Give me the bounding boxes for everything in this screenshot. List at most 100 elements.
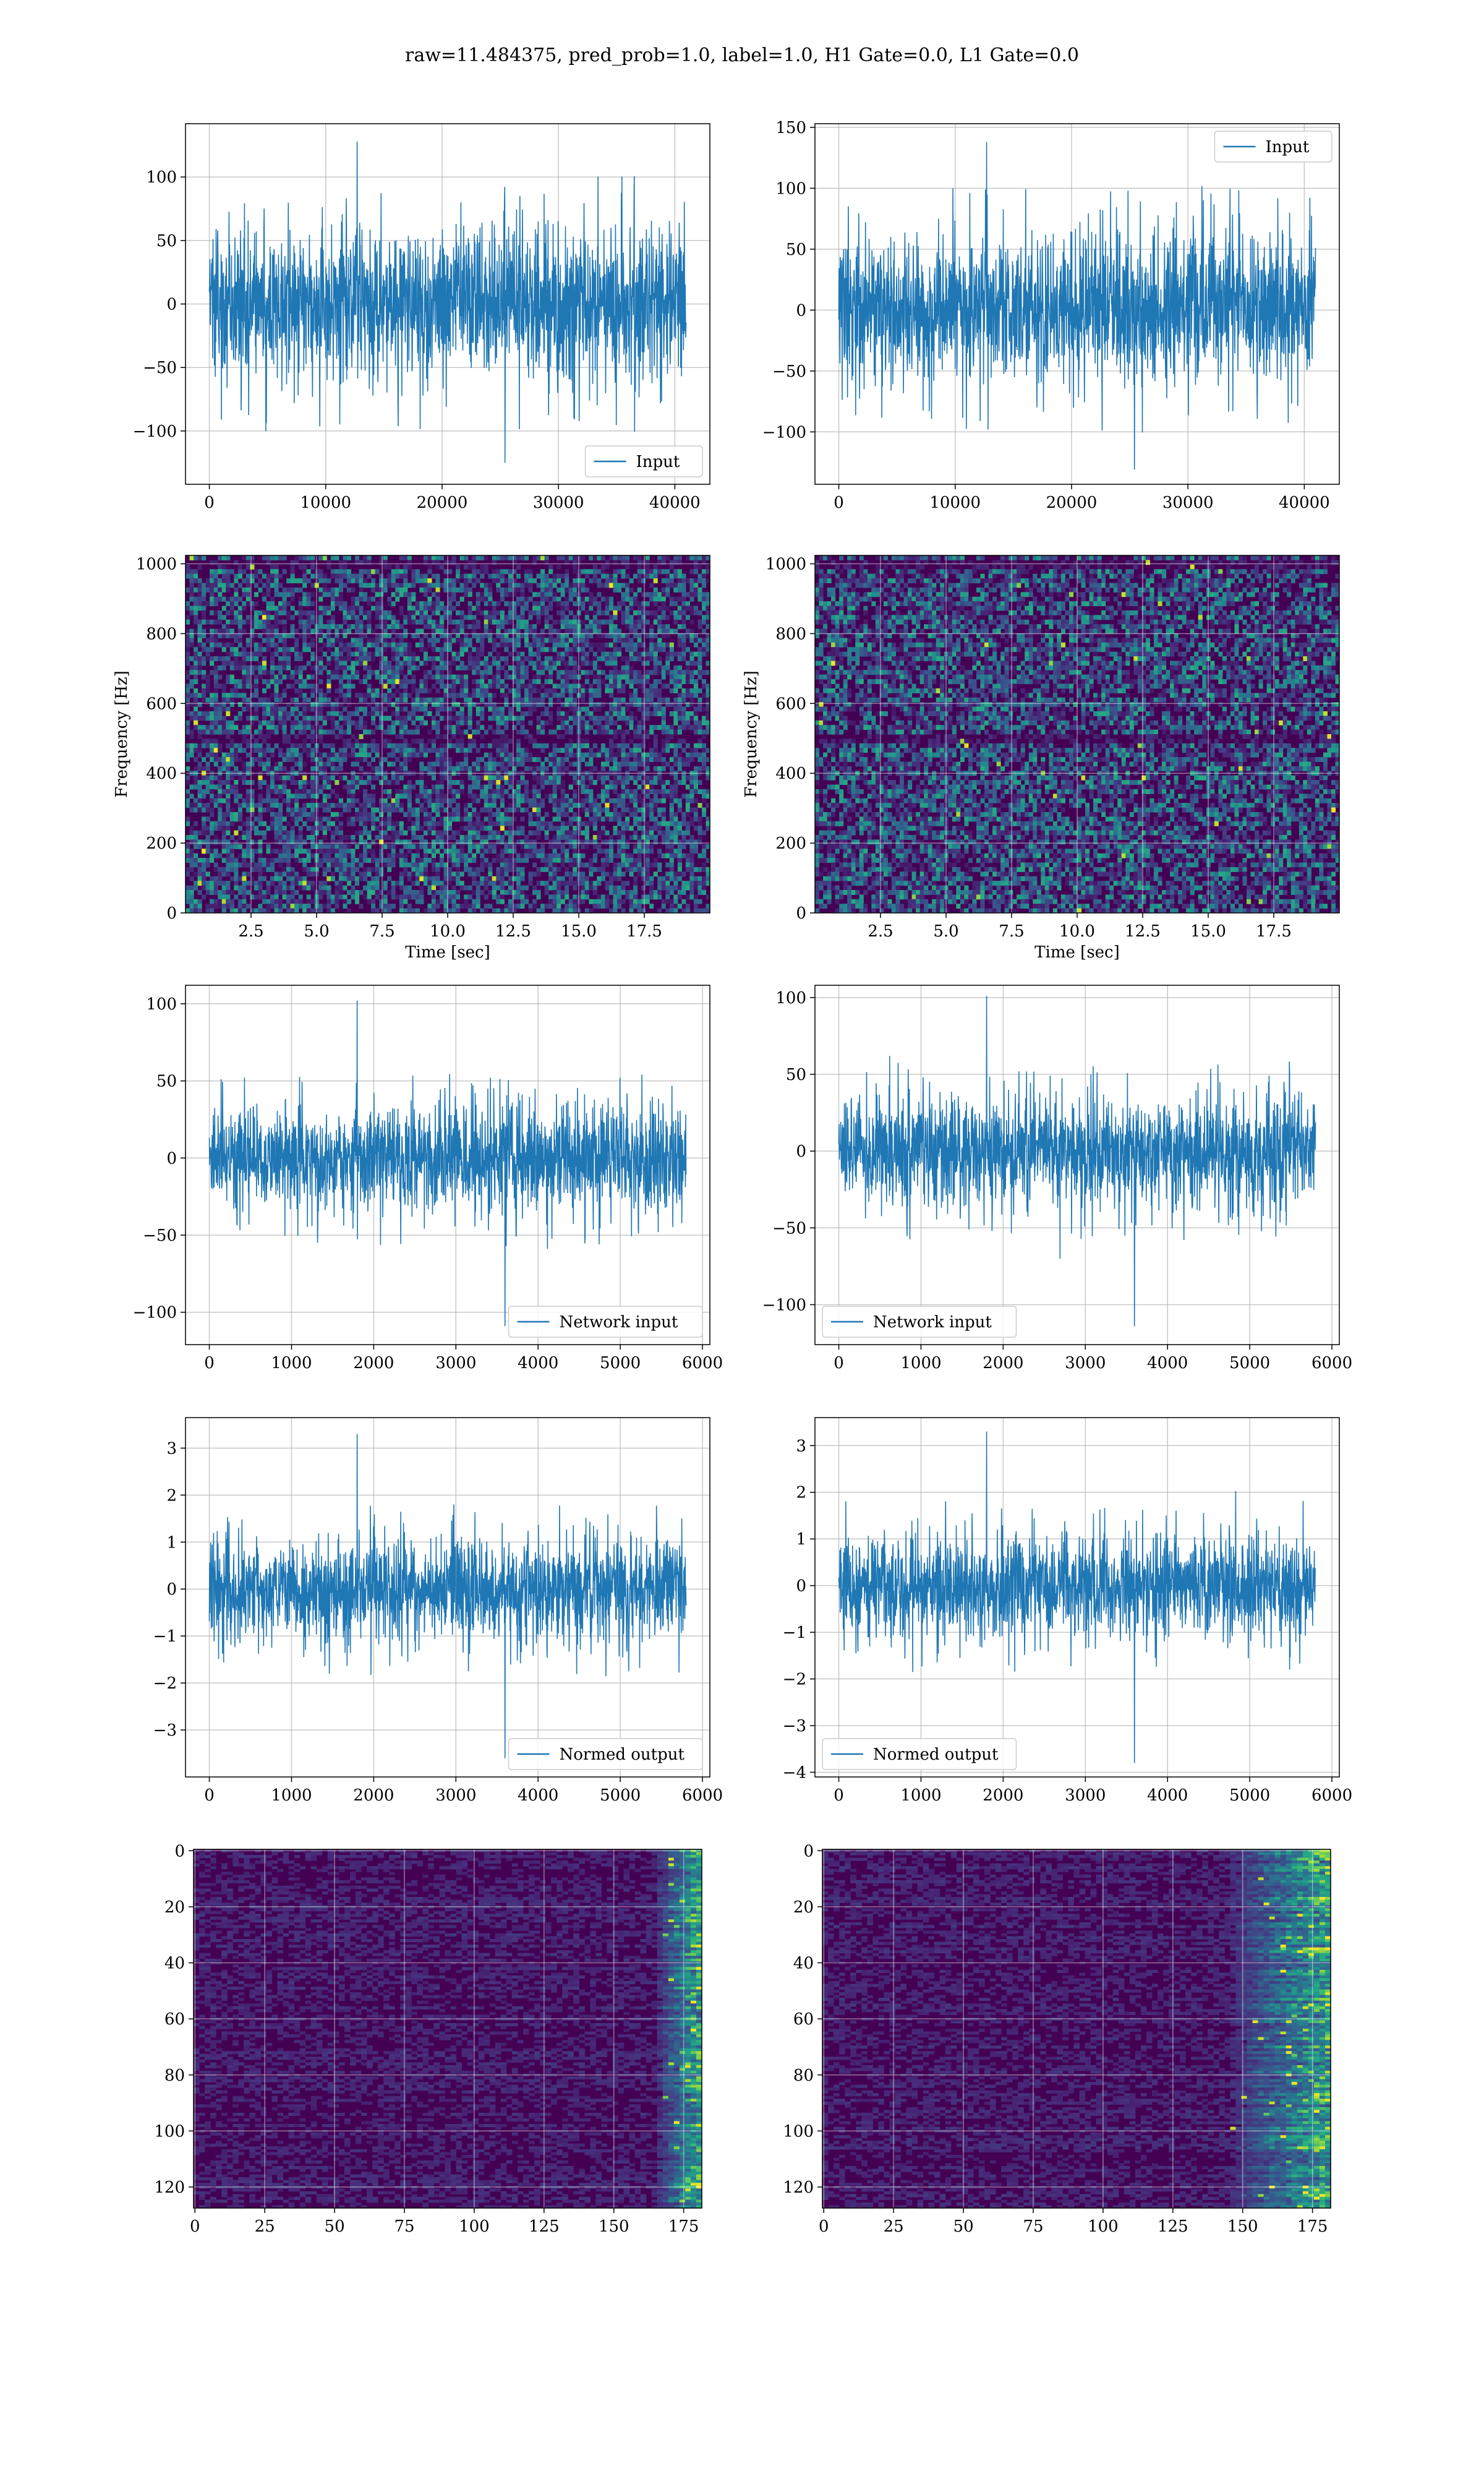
series-line (838, 996, 1316, 1327)
x-tick-label: 15.0 (1190, 922, 1226, 941)
y-tick-label: 0 (796, 1142, 806, 1161)
y-tick-label: 60 (793, 2010, 814, 2029)
x-tick-label: 5.0 (933, 922, 958, 941)
legend-label: Input (1266, 138, 1310, 156)
x-tick-label: 17.5 (626, 922, 662, 941)
y-tick-label: 80 (164, 2066, 185, 2085)
x-tick-label: 3000 (435, 1354, 476, 1372)
y-tick-label: 600 (146, 695, 177, 713)
y-tick-label: 100 (146, 168, 177, 187)
legend: Normed output (822, 1738, 1017, 1770)
legend-label: Network input (873, 1313, 992, 1332)
legend-label: Normed output (560, 1745, 685, 1764)
x-tick-label: 20000 (417, 494, 468, 512)
x-tick-label: 2000 (353, 1786, 394, 1805)
y-tick-label: 50 (156, 232, 177, 250)
y-tick-label: 0 (796, 301, 806, 320)
panel-network-input-l1: 0 1000 2000 3000 4000 5000 6000 −100 −50 0 50 100 Ne… (762, 985, 1352, 1372)
y-tick-label: 40 (793, 1954, 814, 1973)
x-tick-label: 1000 (900, 1354, 941, 1372)
y-tick-label: 120 (783, 2178, 814, 2197)
x-axis-label: Time [sec] (1034, 943, 1120, 962)
x-tick-label: 4000 (518, 1354, 558, 1372)
x-tick-label: 4000 (518, 1786, 558, 1805)
y-tick-label: −2 (153, 1674, 177, 1693)
axes-frame (193, 1849, 702, 2209)
y-tick-label: 80 (793, 2066, 814, 2085)
y-tick-label: 1 (796, 1530, 806, 1549)
x-tick-label: 0 (834, 1786, 844, 1805)
x-tick-label: 25 (884, 2217, 904, 2236)
panel-input-h1: 0 10000 20000 30000 40000 −100 −50 0 50 100 Input (133, 123, 710, 512)
panel-normed-output-l1: 0 1000 2000 3000 4000 5000 6000 −4 −3 −2 −1 0 1 2 3 Nor… (783, 1417, 1352, 1805)
y-tick-label: 100 (154, 2122, 185, 2141)
x-tick-label: 3000 (1065, 1354, 1106, 1372)
x-tick-label: 175 (1297, 2217, 1328, 2236)
y-tick-label: 20 (793, 1898, 814, 1917)
panel-input-l1: 0 10000 20000 30000 40000 −100 −50 0 50 100 150 Inp… (762, 119, 1340, 512)
x-tick-label: 0 (204, 1786, 215, 1805)
y-tick-label: 20 (164, 1898, 185, 1917)
x-tick-label: 15.0 (561, 922, 597, 941)
y-tick-label: 3 (166, 1439, 177, 1458)
legend: Normed output (508, 1738, 703, 1770)
series-line (838, 142, 1316, 470)
y-tick-label: 3 (796, 1437, 806, 1455)
x-tick-label: 1000 (271, 1786, 312, 1805)
x-tick-label: 40000 (649, 494, 701, 512)
figure-suptitle: raw=11.484375, pred_prob=1.0, label=1.0,… (405, 45, 1079, 66)
x-tick-label: 20000 (1046, 494, 1098, 512)
x-tick-label: 5000 (600, 1786, 641, 1805)
x-tick-label: 2.5 (868, 922, 893, 941)
x-tick-label: 10.0 (430, 922, 466, 941)
x-tick-label: 150 (1227, 2217, 1258, 2236)
y-tick-label: 100 (783, 2122, 814, 2141)
axes-frame (814, 123, 1340, 485)
panel-feature-map-l1: 0 25 50 75 100 125 150 175 0 20 40 60 80 100 120 (783, 1842, 1331, 2236)
y-tick-label: −1 (153, 1627, 177, 1646)
legend: Network input (508, 1306, 703, 1338)
y-tick-label: 0 (174, 1842, 185, 1860)
y-tick-label: 0 (166, 1149, 177, 1168)
x-tick-label: 50 (953, 2217, 974, 2236)
panel-spectrogram-l1: 2.5 5.0 7.5 10.0 12.5 15.0 17.5 0 200 400 600 800 10… (742, 555, 1340, 962)
y-tick-label: 0 (803, 1842, 814, 1860)
x-tick-label: 175 (668, 2217, 699, 2236)
y-tick-label: 1 (166, 1533, 177, 1552)
y-tick-label: 400 (146, 764, 177, 783)
x-tick-label: 4000 (1147, 1786, 1188, 1805)
x-tick-label: 0 (204, 1354, 215, 1372)
y-tick-label: −4 (783, 1763, 806, 1782)
y-tick-label: −3 (783, 1717, 806, 1736)
y-tick-label: 0 (166, 1580, 177, 1599)
x-tick-label: 25 (255, 2217, 275, 2236)
y-tick-label: 200 (146, 834, 177, 853)
x-tick-label: 0 (819, 2217, 829, 2236)
axes-frame (814, 985, 1340, 1345)
y-tick-label: 1000 (136, 555, 177, 574)
legend-label: Network input (560, 1313, 678, 1332)
legend: Input (1214, 131, 1333, 163)
y-tick-label: −3 (153, 1721, 177, 1740)
y-tick-label: −50 (772, 1219, 806, 1238)
x-tick-label: 6000 (1311, 1786, 1352, 1805)
y-tick-label: 800 (146, 625, 177, 643)
x-tick-label: 2.5 (238, 922, 263, 941)
y-tick-label: 2 (796, 1484, 806, 1502)
y-tick-label: 100 (775, 989, 806, 1008)
x-tick-label: 3000 (435, 1786, 476, 1805)
y-tick-label: 50 (786, 1066, 806, 1084)
heatmap-cells (822, 1849, 1331, 2209)
x-tick-label: 6000 (682, 1354, 723, 1372)
x-tick-label: 1000 (271, 1354, 312, 1372)
y-axis-label: Frequency [Hz] (742, 670, 761, 798)
x-tick-label: 125 (1158, 2217, 1188, 2236)
x-tick-label: 125 (529, 2217, 560, 2236)
x-tick-label: 0 (190, 2217, 200, 2236)
legend-box (1214, 131, 1333, 163)
x-tick-label: 2000 (983, 1786, 1023, 1805)
x-tick-label: 10000 (300, 494, 351, 512)
y-tick-label: 50 (156, 1072, 177, 1091)
y-tick-label: 2 (166, 1486, 177, 1505)
